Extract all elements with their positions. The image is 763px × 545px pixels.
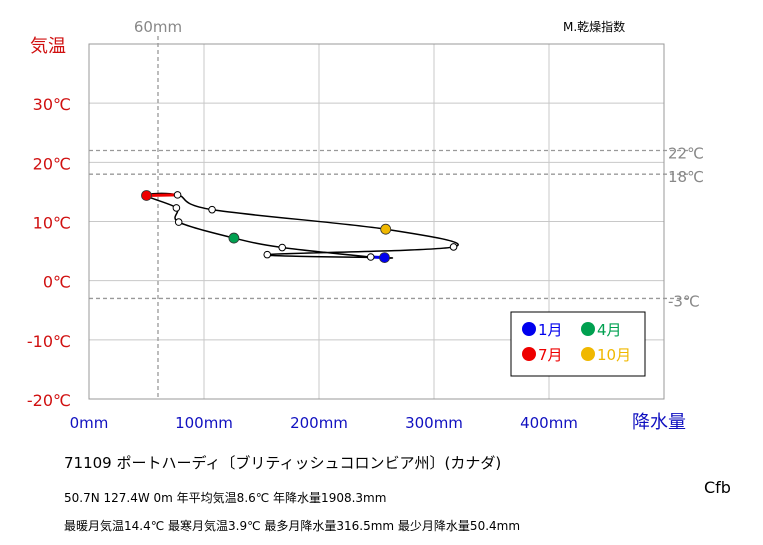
climate-series xyxy=(141,190,459,263)
month-marker xyxy=(263,250,272,259)
month-marker-highlight xyxy=(380,223,392,235)
month-marker xyxy=(449,243,458,251)
legend-label: 10月 xyxy=(597,346,631,364)
x-tick-label: 0mm xyxy=(70,414,109,432)
koppen-climate-code: Cfb xyxy=(704,478,731,497)
month-marker xyxy=(172,204,181,212)
series-line xyxy=(145,192,459,259)
grid-lines xyxy=(89,44,664,399)
y-tick-label: 0℃ xyxy=(43,273,71,292)
y-tick-label: 30℃ xyxy=(33,95,71,114)
month-marker-highlight xyxy=(228,232,240,244)
reference-line-label: 18℃ xyxy=(668,168,704,186)
climograph-chart: 60mm 22℃ 18℃ -3℃ 30℃ 20℃ 10℃ 0℃ -10℃ -20℃ 0mm 100m… xyxy=(27,18,704,433)
dryness-index-label: M.乾燥指数 xyxy=(563,19,625,34)
month-marker xyxy=(208,205,216,214)
reference-line-label: -3℃ xyxy=(668,292,700,310)
x-tick-label: 300mm xyxy=(405,414,463,432)
reference-line-label: 60mm xyxy=(134,18,182,36)
y-tick-label: 20℃ xyxy=(33,154,71,173)
station-stats-line-2: 最暖月気温14.4℃ 最寒月気温3.9℃ 最多月降水量316.5mm 最少月降水… xyxy=(64,519,521,533)
station-stats-line-1: 50.7N 127.4W 0m 年平均気温8.6℃ 年降水量1908.3mm xyxy=(64,491,387,505)
month-marker xyxy=(173,191,182,199)
legend-label: 1月 xyxy=(538,321,563,339)
plot-area-frame xyxy=(88,43,665,400)
month-marker xyxy=(174,218,183,226)
x-tick-label: 100mm xyxy=(175,414,233,432)
reference-lines: 60mm 22℃ 18℃ -3℃ xyxy=(89,18,704,399)
month-marker xyxy=(366,253,375,261)
x-tick-label: 200mm xyxy=(290,414,348,432)
station-name: 71109 ポートハーディ〔ブリティッシュコロンビア州〕(カナダ) xyxy=(64,454,502,472)
legend-marker xyxy=(581,322,595,336)
legend-marker xyxy=(522,347,536,361)
x-tick-label: 400mm xyxy=(520,414,578,432)
axis-tick-labels: 30℃ 20℃ 10℃ 0℃ -10℃ -20℃ 0mm 100mm 200mm 300mm 400… xyxy=(27,95,578,432)
month-marker xyxy=(278,243,287,252)
reference-line-label: 22℃ xyxy=(668,145,704,163)
x-axis-label: 降水量 xyxy=(632,412,686,433)
y-tick-label: -20℃ xyxy=(27,391,71,410)
month-marker-highlight xyxy=(379,252,390,263)
legend-label: 4月 xyxy=(597,321,622,339)
y-axis-label: 気温 xyxy=(30,36,66,57)
legend-box xyxy=(510,311,646,377)
month-marker-highlight xyxy=(141,190,152,201)
legend-marker xyxy=(522,322,536,336)
legend-label: 7月 xyxy=(538,346,563,364)
legend: 1月 4月 7月 10月 xyxy=(510,311,646,377)
y-tick-label: -10℃ xyxy=(27,332,71,351)
y-tick-label: 10℃ xyxy=(33,214,71,233)
legend-marker xyxy=(581,347,595,361)
